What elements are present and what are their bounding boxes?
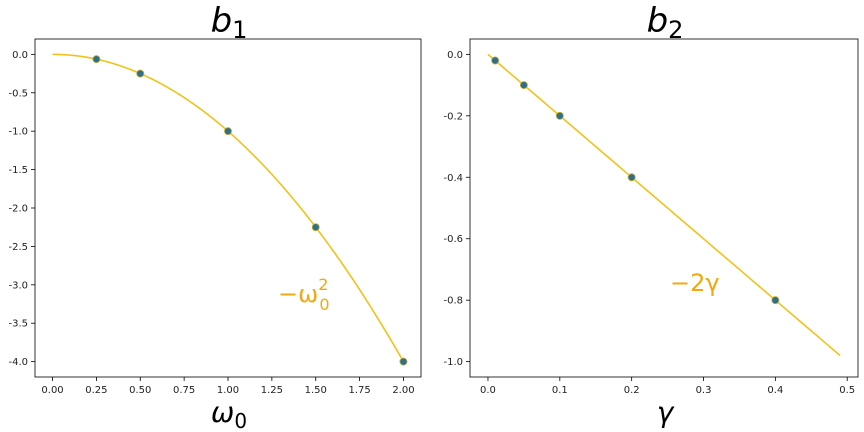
left-ytick-label: -3.0: [8, 280, 28, 291]
left-ytick-label: -3.5: [8, 319, 28, 330]
right-xtick-label: 0.4: [767, 385, 783, 396]
left-data-point: [136, 69, 145, 78]
right-ytick-label: -0.8: [443, 296, 463, 307]
left-xtick-label: 2.00: [392, 385, 414, 396]
left-xtick-label: 1.00: [217, 385, 239, 396]
left-plot-frame: [34, 38, 422, 378]
left-panel: b1 ω0 0.00 0.25 0.50 0.75 1.00 1.25 1.50 1.75 2.…: [8, 1, 422, 432]
left-plot-area: 0.00 0.25 0.50 0.75 1.00 1.25 1.50 1.75 2.00 0.0 -…: [8, 38, 422, 396]
left-annotation-base: −ω: [278, 280, 318, 308]
right-ytick-label: -0.6: [443, 234, 463, 245]
left-title: b1: [211, 1, 248, 44]
right-xtick-label: 0.5: [839, 385, 855, 396]
right-title: b2: [647, 1, 684, 44]
right-annotation-base: −2γ: [670, 269, 720, 297]
left-xlabel-sub: 0: [234, 409, 247, 432]
right-ytick-label: -0.4: [443, 173, 463, 184]
left-data-point: [311, 223, 320, 232]
right-data-point: [519, 81, 528, 90]
right-data-point: [627, 173, 636, 182]
right-title-main: b: [647, 1, 669, 41]
left-ytick-label: -4.0: [8, 357, 28, 368]
left-title-sub: 1: [232, 16, 247, 44]
right-fit-curve: [487, 53, 841, 357]
left-ytick-label: 0.0: [12, 50, 28, 61]
left-xtick-label: 0.00: [41, 385, 63, 396]
left-xtick-label: 1.50: [305, 385, 327, 396]
left-title-main: b: [211, 1, 233, 41]
left-annotation: −ω2 0: [278, 275, 330, 314]
right-data-point: [491, 56, 500, 65]
left-data-point: [92, 55, 101, 64]
left-ytick-label: -1.0: [8, 127, 28, 138]
left-ytick-label: -1.5: [8, 165, 28, 176]
left-xlabel-main: ω: [211, 396, 234, 429]
right-data-point: [555, 111, 564, 120]
left-fit-curve: [52, 53, 405, 363]
left-xtick-label: 0.75: [173, 385, 195, 396]
right-xlabel: γ: [657, 396, 675, 429]
right-xtick-label: 0.0: [480, 385, 496, 396]
left-ytick-label: -2.5: [8, 242, 28, 253]
right-xlabel-main: γ: [657, 396, 675, 429]
left-ytick-label: -0.5: [8, 88, 28, 99]
right-ytick-label: -1.0: [443, 357, 463, 368]
right-title-sub: 2: [668, 16, 683, 44]
left-data-point: [399, 357, 408, 366]
right-xtick-label: 0.1: [552, 385, 568, 396]
left-annotation-sub: 0: [319, 295, 329, 314]
right-xtick-label: 0.2: [624, 385, 640, 396]
left-xtick-label: 0.25: [85, 385, 107, 396]
right-panel: b2 γ 0.0 0.1 0.2 0.3 0.4 0.5 0.0 -0.2 -0.4 -0.6 -0…: [443, 1, 859, 429]
right-data-point: [771, 296, 780, 305]
right-ytick-label: -0.2: [443, 111, 463, 122]
left-ytick-label: -2.0: [8, 204, 28, 215]
right-plot-frame: [469, 38, 859, 378]
left-data-point: [223, 127, 232, 136]
left-xtick-label: 1.25: [261, 385, 283, 396]
left-annotation-sup: 2: [318, 275, 328, 294]
left-xtick-label: 1.75: [348, 385, 370, 396]
left-xtick-label: 0.50: [129, 385, 151, 396]
right-plot-area: 0.0 0.1 0.2 0.3 0.4 0.5 0.0 -0.2 -0.4 -0.6 -0.8 -1.…: [443, 38, 859, 396]
right-xtick-label: 0.3: [696, 385, 712, 396]
right-annotation: −2γ: [670, 269, 720, 297]
right-ytick-label: 0.0: [447, 50, 463, 61]
left-xlabel: ω0: [211, 396, 247, 432]
